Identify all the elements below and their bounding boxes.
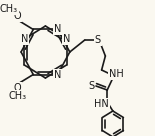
Text: HN: HN bbox=[94, 99, 109, 109]
Text: S: S bbox=[88, 81, 94, 91]
Text: N: N bbox=[21, 34, 28, 44]
Text: N: N bbox=[54, 69, 61, 80]
Text: N: N bbox=[54, 24, 61, 35]
Text: O: O bbox=[13, 11, 21, 21]
Text: CH₃: CH₃ bbox=[0, 4, 18, 14]
Text: N: N bbox=[63, 34, 70, 44]
Text: O: O bbox=[13, 83, 21, 92]
Text: S: S bbox=[95, 35, 101, 45]
Text: NH: NH bbox=[109, 69, 124, 79]
Text: CH₃: CH₃ bbox=[8, 91, 26, 101]
